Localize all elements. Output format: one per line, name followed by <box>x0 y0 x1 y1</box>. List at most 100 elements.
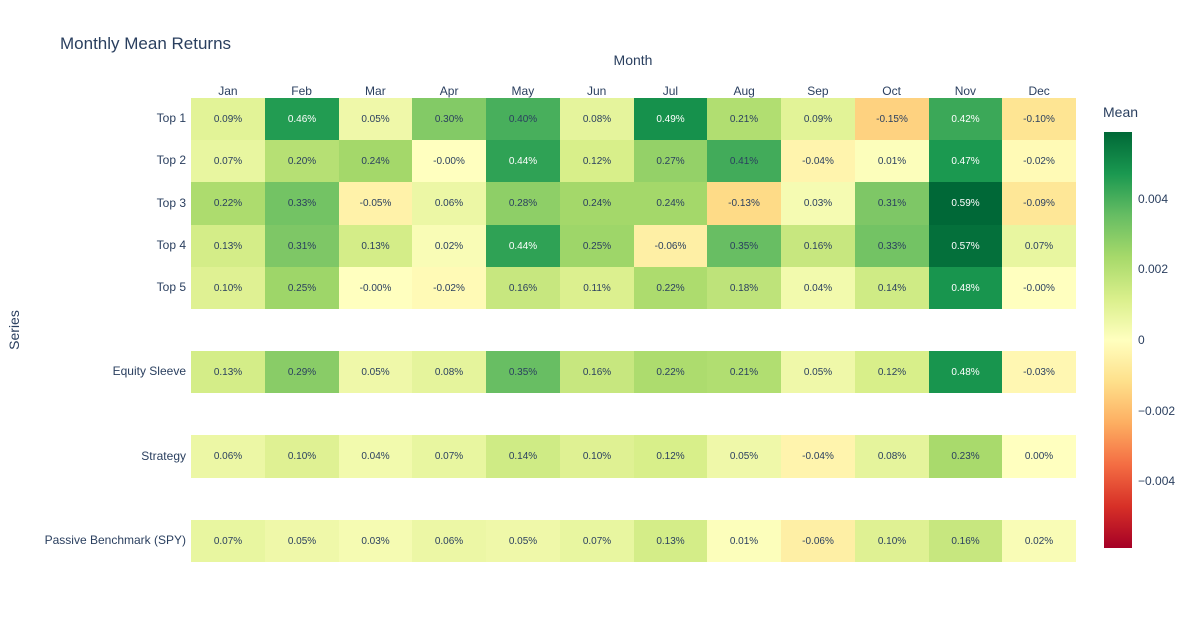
heatmap-cell[interactable]: 0.44% <box>486 225 560 267</box>
heatmap-cell[interactable]: 0.46% <box>265 98 339 140</box>
heatmap-cell[interactable]: -0.13% <box>707 182 781 225</box>
heatmap-cell[interactable]: 0.06% <box>191 435 265 478</box>
heatmap-cell[interactable]: 0.05% <box>339 351 412 393</box>
heatmap-cell[interactable]: 0.59% <box>929 182 1002 225</box>
heatmap-cell[interactable]: 0.05% <box>781 351 855 393</box>
heatmap-cell[interactable]: 0.24% <box>339 140 412 182</box>
heatmap-cell[interactable]: 0.06% <box>412 520 486 562</box>
heatmap-cell[interactable]: 0.16% <box>781 225 855 267</box>
x-axis-tick-label: Dec <box>1028 84 1050 98</box>
heatmap-cell[interactable]: 0.11% <box>560 267 634 309</box>
heatmap-cell[interactable]: 0.48% <box>929 267 1002 309</box>
heatmap-cell[interactable]: 0.10% <box>265 435 339 478</box>
heatmap-cell[interactable]: 0.10% <box>855 520 929 562</box>
heatmap-cell[interactable]: 0.12% <box>560 140 634 182</box>
heatmap-cell[interactable]: 0.25% <box>265 267 339 309</box>
heatmap-cell[interactable]: -0.04% <box>781 140 855 182</box>
heatmap-cell[interactable]: 0.07% <box>191 140 265 182</box>
heatmap-cell[interactable]: 0.12% <box>855 351 929 393</box>
heatmap-cell[interactable]: -0.00% <box>412 140 486 182</box>
heatmap-cell[interactable]: 0.23% <box>929 435 1002 478</box>
heatmap-cell[interactable]: -0.15% <box>855 98 929 140</box>
heatmap-cell[interactable]: 0.31% <box>265 225 339 267</box>
heatmap-cell[interactable]: 0.04% <box>339 435 412 478</box>
heatmap-cell[interactable]: 0.07% <box>560 520 634 562</box>
heatmap-cell[interactable]: 0.21% <box>707 98 781 140</box>
heatmap-cell[interactable]: 0.31% <box>855 182 929 225</box>
heatmap-cell[interactable]: 0.07% <box>1002 225 1076 267</box>
heatmap-cell[interactable]: -0.00% <box>339 267 412 309</box>
heatmap-cell[interactable]: -0.06% <box>634 225 707 267</box>
heatmap-cell[interactable]: 0.02% <box>412 225 486 267</box>
heatmap-cell[interactable]: 0.42% <box>929 98 1002 140</box>
heatmap-cell[interactable]: 0.35% <box>707 225 781 267</box>
heatmap-cell[interactable]: -0.02% <box>1002 140 1076 182</box>
heatmap-cell[interactable]: 0.03% <box>781 182 855 225</box>
heatmap-cell[interactable]: 0.05% <box>265 520 339 562</box>
heatmap-cell[interactable]: 0.14% <box>855 267 929 309</box>
heatmap-cell[interactable]: 0.13% <box>634 520 707 562</box>
heatmap-cell[interactable]: 0.33% <box>855 225 929 267</box>
heatmap-cell[interactable]: 0.24% <box>634 182 707 225</box>
heatmap-cell[interactable]: 0.29% <box>265 351 339 393</box>
heatmap-cell[interactable]: 0.06% <box>412 182 486 225</box>
heatmap-cell[interactable]: 0.05% <box>707 435 781 478</box>
heatmap-cell[interactable]: -0.00% <box>1002 267 1076 309</box>
heatmap-cell[interactable]: -0.06% <box>781 520 855 562</box>
heatmap-cell[interactable]: 0.01% <box>855 140 929 182</box>
heatmap-cell[interactable]: -0.05% <box>339 182 412 225</box>
heatmap-cell[interactable]: 0.27% <box>634 140 707 182</box>
heatmap-cell[interactable]: 0.09% <box>781 98 855 140</box>
heatmap-cell[interactable]: 0.24% <box>560 182 634 225</box>
heatmap-cell[interactable]: 0.57% <box>929 225 1002 267</box>
heatmap-cell[interactable]: 0.49% <box>634 98 707 140</box>
heatmap-cell[interactable]: 0.22% <box>634 351 707 393</box>
heatmap-cell[interactable]: 0.13% <box>339 225 412 267</box>
heatmap-cell[interactable]: 0.44% <box>486 140 560 182</box>
heatmap-cell[interactable]: 0.05% <box>486 520 560 562</box>
heatmap-cell[interactable]: 0.25% <box>560 225 634 267</box>
heatmap-cell[interactable]: 0.10% <box>191 267 265 309</box>
heatmap-cell[interactable]: 0.08% <box>855 435 929 478</box>
heatmap-cell[interactable]: 0.13% <box>191 225 265 267</box>
heatmap-cell[interactable]: 0.00% <box>1002 435 1076 478</box>
heatmap-cell[interactable]: 0.22% <box>634 267 707 309</box>
heatmap-cell[interactable]: 0.02% <box>1002 520 1076 562</box>
heatmap-cell[interactable]: 0.13% <box>191 351 265 393</box>
heatmap-cell[interactable]: 0.33% <box>265 182 339 225</box>
heatmap-cell[interactable]: -0.04% <box>781 435 855 478</box>
heatmap-cell[interactable]: 0.30% <box>412 98 486 140</box>
heatmap-cell[interactable]: -0.09% <box>1002 182 1076 225</box>
heatmap-cell[interactable]: 0.47% <box>929 140 1002 182</box>
heatmap-cell[interactable]: -0.03% <box>1002 351 1076 393</box>
heatmap-cell[interactable]: 0.07% <box>191 520 265 562</box>
heatmap-cell[interactable]: 0.41% <box>707 140 781 182</box>
y-axis-tick-label: Top 1 <box>156 111 186 125</box>
heatmap-cell[interactable]: 0.08% <box>560 98 634 140</box>
heatmap-cell[interactable]: 0.05% <box>339 98 412 140</box>
heatmap-cell[interactable]: 0.10% <box>560 435 634 478</box>
colorbar-tick-label: 0.004 <box>1138 191 1169 206</box>
heatmap-cell[interactable]: 0.03% <box>339 520 412 562</box>
heatmap-cell[interactable]: 0.04% <box>781 267 855 309</box>
heatmap-cell[interactable]: -0.02% <box>412 267 486 309</box>
heatmap-cell[interactable]: 0.18% <box>707 267 781 309</box>
heatmap-cell[interactable]: 0.07% <box>412 435 486 478</box>
heatmap-cell[interactable]: 0.22% <box>191 182 265 225</box>
heatmap-cell[interactable]: 0.40% <box>486 98 560 140</box>
heatmap-cell[interactable]: 0.01% <box>707 520 781 562</box>
colorbar-tick-label: 0.002 <box>1138 262 1169 277</box>
heatmap-cell[interactable]: 0.48% <box>929 351 1002 393</box>
heatmap-cell[interactable]: 0.28% <box>486 182 560 225</box>
heatmap-cell[interactable]: 0.14% <box>486 435 560 478</box>
heatmap-cell[interactable]: 0.16% <box>560 351 634 393</box>
heatmap-cell[interactable]: 0.16% <box>486 267 560 309</box>
heatmap-cell[interactable]: 0.21% <box>707 351 781 393</box>
heatmap-cell[interactable]: 0.08% <box>412 351 486 393</box>
heatmap-cell[interactable]: 0.12% <box>634 435 707 478</box>
heatmap-cell[interactable]: 0.35% <box>486 351 560 393</box>
heatmap-cell[interactable]: 0.16% <box>929 520 1002 562</box>
heatmap-cell[interactable]: 0.20% <box>265 140 339 182</box>
heatmap-cell[interactable]: 0.09% <box>191 98 265 140</box>
heatmap-cell[interactable]: -0.10% <box>1002 98 1076 140</box>
